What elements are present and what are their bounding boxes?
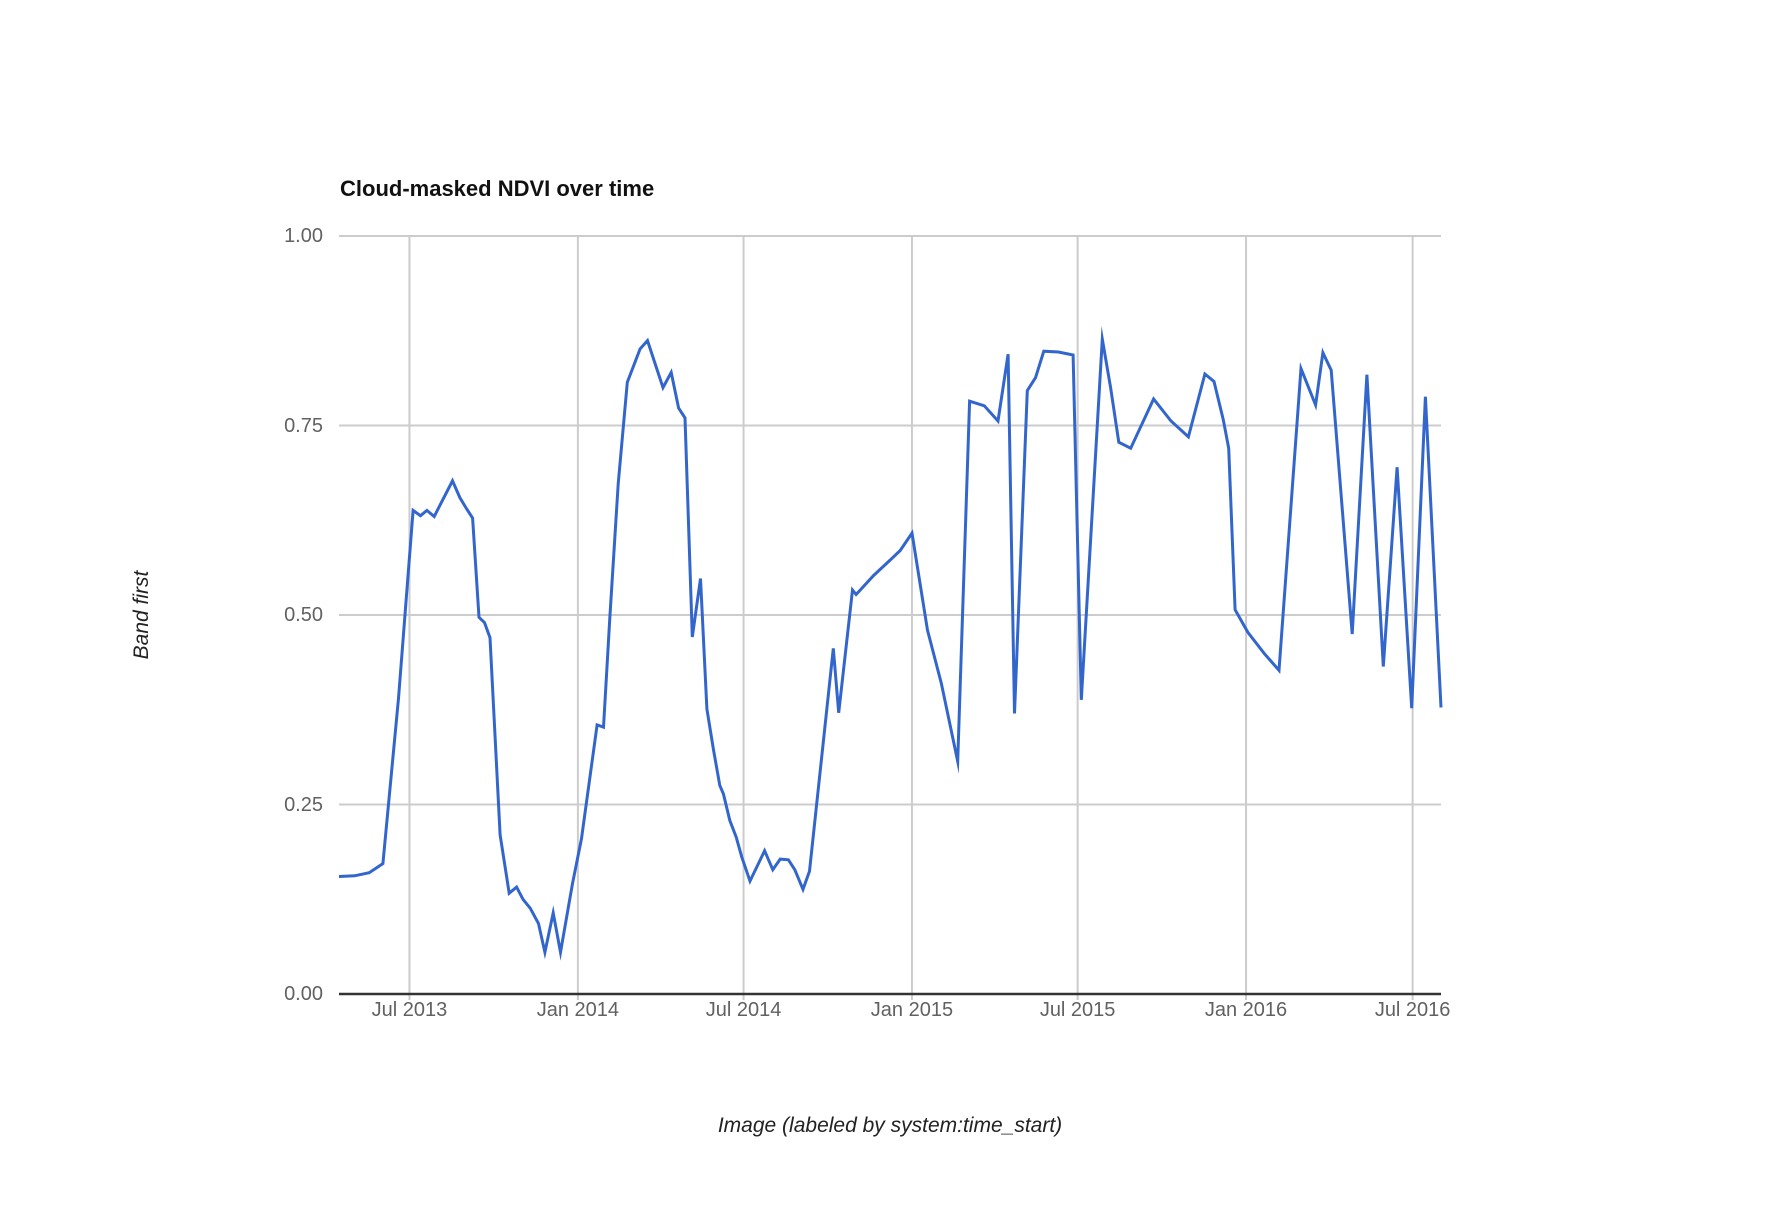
y-tick-label: 0.50 [284, 604, 323, 626]
y-tick-label: 0.25 [284, 793, 323, 816]
chart-title: Cloud-masked NDVI over time [340, 176, 655, 201]
y-tick-label: 0.00 [284, 983, 323, 1005]
x-tick-label: Jan 2014 [536, 999, 620, 1021]
x-tick-label: Jul 2016 [1374, 999, 1451, 1021]
y-tick-label: 0.75 [284, 414, 323, 437]
x-tick-label: Jan 2015 [870, 999, 954, 1021]
x-tick-label: Jul 2014 [705, 999, 782, 1021]
x-tick-label: Jan 2016 [1204, 999, 1288, 1021]
ndvi-line-series[interactable] [338, 325, 1443, 961]
x-axis-title: Image (labeled by system:time_start) [717, 1114, 1063, 1137]
y-tick-label: 1.00 [284, 225, 323, 247]
x-tick-label: Jul 2015 [1039, 999, 1116, 1021]
x-tick-label: Jul 2013 [371, 999, 448, 1021]
